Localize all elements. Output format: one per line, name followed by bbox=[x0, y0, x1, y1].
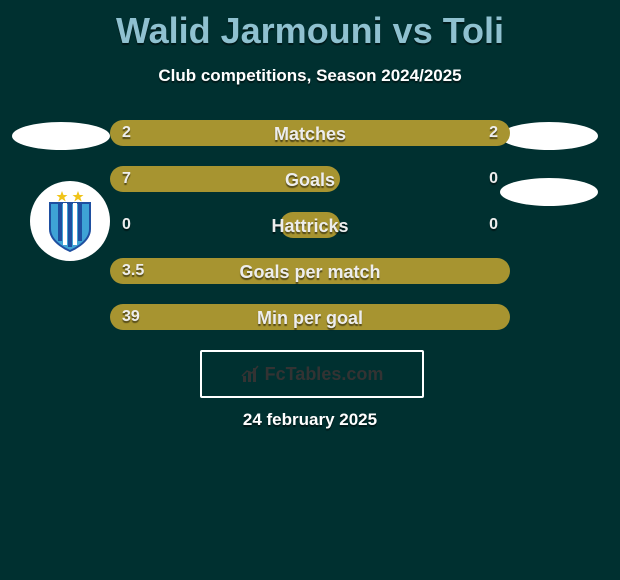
badge-stars bbox=[57, 191, 84, 202]
stat-row: 3.5Goals per match bbox=[110, 254, 510, 288]
stat-label: Goals per match bbox=[110, 262, 510, 283]
brand-text: FcTables.com bbox=[265, 364, 384, 385]
club-badge bbox=[30, 181, 110, 261]
stat-label: Matches bbox=[110, 124, 510, 145]
stats-area: 22Matches 70Goals 00Hattricks 3.5Goals per … bbox=[110, 116, 510, 346]
player1-top-oval bbox=[12, 122, 110, 150]
page-title: Walid Jarmouni vs Toli bbox=[0, 0, 620, 52]
stat-label: Min per goal bbox=[110, 308, 510, 329]
brand-inner: FcTables.com bbox=[241, 364, 384, 385]
page-subtitle: Club competitions, Season 2024/2025 bbox=[0, 66, 620, 86]
brand-box[interactable]: FcTables.com bbox=[200, 350, 424, 398]
bar-chart-icon bbox=[241, 364, 261, 384]
stat-row: 39Min per goal bbox=[110, 300, 510, 334]
player2-top-oval bbox=[500, 122, 598, 150]
stat-label: Goals bbox=[110, 170, 510, 191]
stat-row: 22Matches bbox=[110, 116, 510, 150]
club-badge-svg bbox=[44, 189, 96, 253]
date-line: 24 february 2025 bbox=[0, 410, 620, 430]
stat-row: 00Hattricks bbox=[110, 208, 510, 242]
player2-mid-oval bbox=[500, 178, 598, 206]
figure-container: Walid Jarmouni vs Toli Club competitions… bbox=[0, 0, 620, 580]
stat-label: Hattricks bbox=[110, 216, 510, 237]
stat-row: 70Goals bbox=[110, 162, 510, 196]
